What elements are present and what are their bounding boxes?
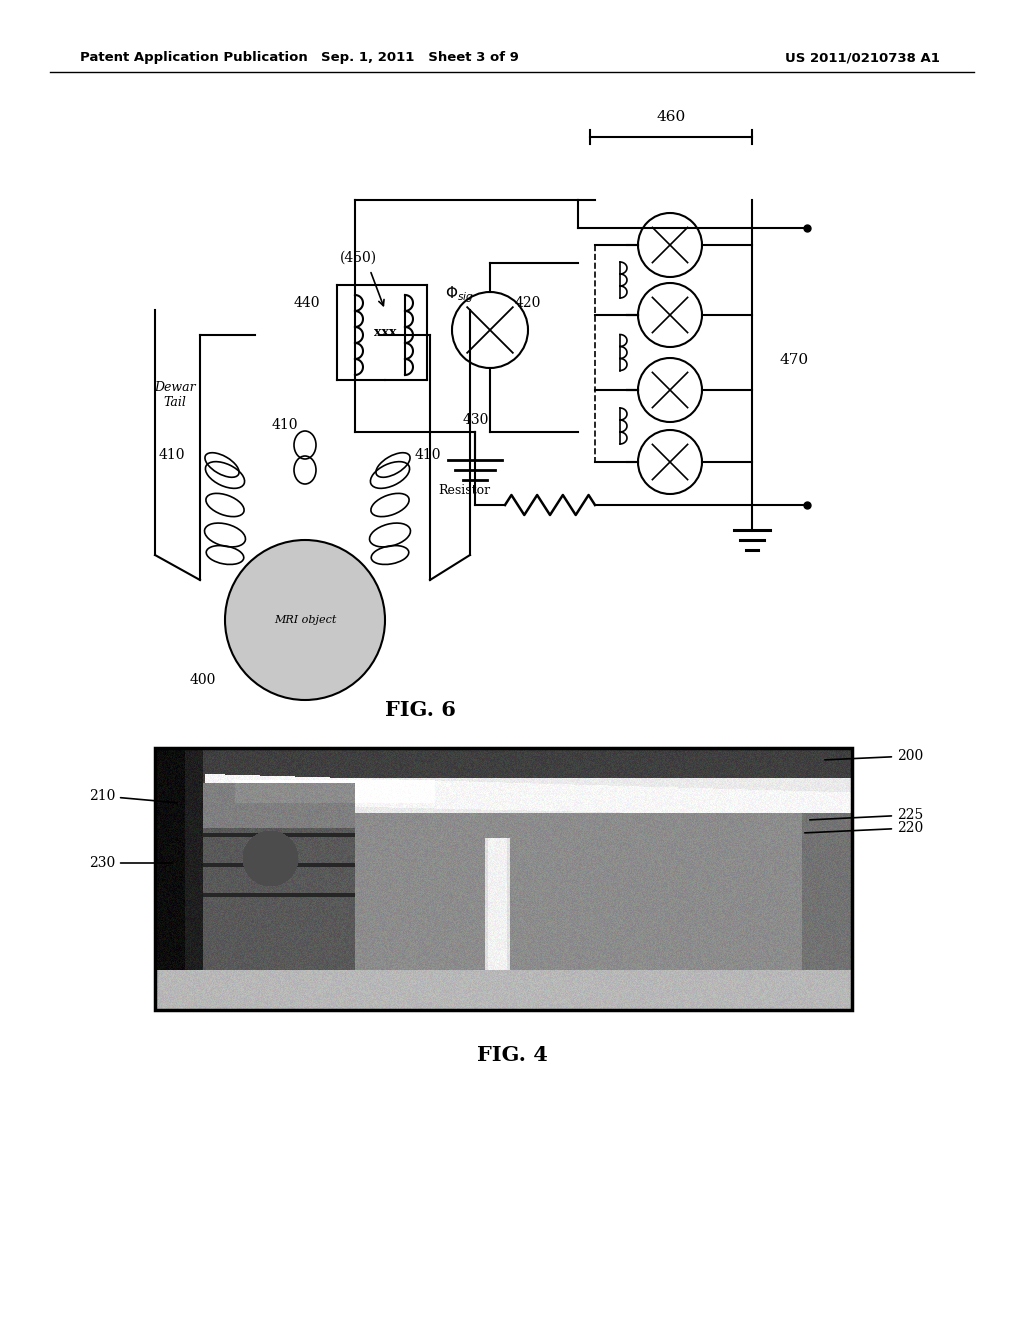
Text: 410: 410	[271, 418, 298, 432]
Text: 210: 210	[89, 789, 177, 803]
Text: 230: 230	[89, 855, 172, 870]
Text: 420: 420	[515, 296, 542, 310]
Text: 225: 225	[810, 808, 924, 822]
Text: FIG. 6: FIG. 6	[385, 700, 456, 719]
Text: 470: 470	[780, 352, 809, 367]
Text: FIG. 4: FIG. 4	[476, 1045, 548, 1065]
Circle shape	[225, 540, 385, 700]
Text: 200: 200	[824, 748, 924, 763]
Text: 220: 220	[805, 821, 924, 836]
Text: US 2011/0210738 A1: US 2011/0210738 A1	[785, 51, 940, 65]
Text: $\Phi_{sig}$: $\Phi_{sig}$	[445, 285, 474, 305]
Text: MRI object: MRI object	[273, 615, 336, 624]
Text: 430: 430	[463, 413, 489, 426]
Text: 460: 460	[656, 110, 686, 124]
Text: xxx: xxx	[374, 326, 396, 339]
Text: Sep. 1, 2011   Sheet 3 of 9: Sep. 1, 2011 Sheet 3 of 9	[322, 51, 519, 65]
Text: 440: 440	[294, 296, 319, 310]
Bar	[155, 748, 852, 1010]
Text: Resistor: Resistor	[438, 483, 490, 496]
Text: (450): (450)	[339, 251, 377, 265]
Text: 410: 410	[415, 447, 441, 462]
Text: 410: 410	[159, 447, 185, 462]
Text: Dewar
Tail: Dewar Tail	[155, 381, 196, 409]
Text: 400: 400	[190, 673, 216, 686]
Text: Patent Application Publication: Patent Application Publication	[80, 51, 308, 65]
